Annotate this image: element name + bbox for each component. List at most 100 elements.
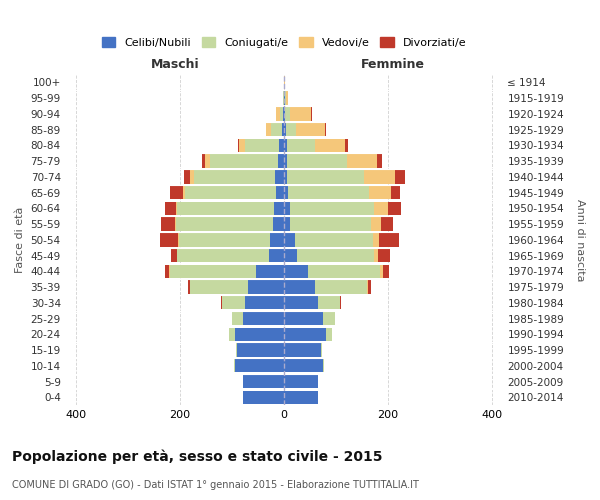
Bar xyxy=(297,249,374,262)
Bar xyxy=(284,280,316,293)
Bar xyxy=(221,296,245,310)
Bar xyxy=(285,107,290,120)
Bar xyxy=(238,138,239,152)
Bar xyxy=(284,296,318,310)
Bar xyxy=(242,312,284,325)
Bar xyxy=(284,123,286,136)
Bar xyxy=(235,359,284,372)
Bar xyxy=(278,154,284,168)
Bar xyxy=(236,344,238,356)
Bar xyxy=(245,296,284,310)
Y-axis label: Fasce di età: Fasce di età xyxy=(15,206,25,273)
Bar xyxy=(284,218,290,231)
Bar xyxy=(318,296,340,310)
Bar xyxy=(286,123,296,136)
Bar xyxy=(346,138,348,152)
Bar xyxy=(238,344,284,356)
Bar xyxy=(190,170,194,183)
Bar xyxy=(371,218,382,231)
Bar xyxy=(380,264,383,278)
Bar xyxy=(176,218,272,231)
Bar xyxy=(287,138,316,152)
Bar xyxy=(185,186,277,200)
Bar xyxy=(284,92,286,105)
Text: Maschi: Maschi xyxy=(151,58,199,71)
Bar xyxy=(340,296,341,310)
Bar xyxy=(368,280,371,293)
Bar xyxy=(275,170,284,183)
Bar xyxy=(284,344,320,356)
Bar xyxy=(290,218,371,231)
Bar xyxy=(272,218,284,231)
Bar xyxy=(235,328,284,341)
Bar xyxy=(284,138,287,152)
Bar xyxy=(367,280,368,293)
Bar xyxy=(171,249,177,262)
Bar xyxy=(364,170,395,183)
Bar xyxy=(245,138,279,152)
Bar xyxy=(176,202,178,215)
Text: COMUNE DI GRADO (GO) - Dati ISTAT 1° gennaio 2015 - Elaborazione TUTTITALIA.IT: COMUNE DI GRADO (GO) - Dati ISTAT 1° gen… xyxy=(12,480,419,490)
Bar xyxy=(284,154,287,168)
Bar xyxy=(248,280,284,293)
Bar xyxy=(296,123,325,136)
Bar xyxy=(229,328,235,341)
Bar xyxy=(281,123,284,136)
Bar xyxy=(194,170,275,183)
Bar xyxy=(391,186,400,200)
Bar xyxy=(170,186,182,200)
Bar xyxy=(165,202,176,215)
Bar xyxy=(280,107,283,120)
Bar xyxy=(284,249,297,262)
Bar xyxy=(277,107,280,120)
Bar xyxy=(323,312,335,325)
Bar xyxy=(374,249,378,262)
Bar xyxy=(290,107,311,120)
Bar xyxy=(242,390,284,404)
Bar xyxy=(284,375,318,388)
Bar xyxy=(388,202,401,215)
Bar xyxy=(316,280,367,293)
Bar xyxy=(284,233,295,246)
Bar xyxy=(378,249,389,262)
Bar xyxy=(232,312,242,325)
Bar xyxy=(308,264,380,278)
Bar xyxy=(320,344,322,356)
Bar xyxy=(161,218,175,231)
Bar xyxy=(295,233,373,246)
Text: Popolazione per età, sesso e stato civile - 2015: Popolazione per età, sesso e stato civil… xyxy=(12,450,383,464)
Bar xyxy=(284,186,288,200)
Bar xyxy=(284,390,318,404)
Bar xyxy=(266,123,271,136)
Bar xyxy=(287,154,347,168)
Bar xyxy=(242,375,284,388)
Bar xyxy=(239,138,245,152)
Bar xyxy=(188,280,190,293)
Bar xyxy=(325,123,326,136)
Bar xyxy=(286,92,288,105)
Legend: Celibi/Nubili, Coniugati/e, Vedovi/e, Divorziati/e: Celibi/Nubili, Coniugati/e, Vedovi/e, Di… xyxy=(102,37,466,48)
Bar xyxy=(284,312,323,325)
Bar xyxy=(182,186,185,200)
Bar xyxy=(210,154,278,168)
Bar xyxy=(316,138,346,152)
Bar xyxy=(190,280,248,293)
Bar xyxy=(379,233,398,246)
Bar xyxy=(382,218,393,231)
Bar xyxy=(269,249,284,262)
Bar xyxy=(175,218,176,231)
Bar xyxy=(283,107,284,120)
Bar xyxy=(377,154,382,168)
Bar xyxy=(284,359,323,372)
Bar xyxy=(160,233,178,246)
Bar xyxy=(205,154,210,168)
Bar xyxy=(287,170,364,183)
Bar xyxy=(284,264,308,278)
Bar xyxy=(277,186,284,200)
Bar xyxy=(288,186,369,200)
Bar xyxy=(326,328,332,341)
Bar xyxy=(284,170,287,183)
Bar xyxy=(284,107,285,120)
Bar xyxy=(202,154,205,168)
Bar xyxy=(395,170,405,183)
